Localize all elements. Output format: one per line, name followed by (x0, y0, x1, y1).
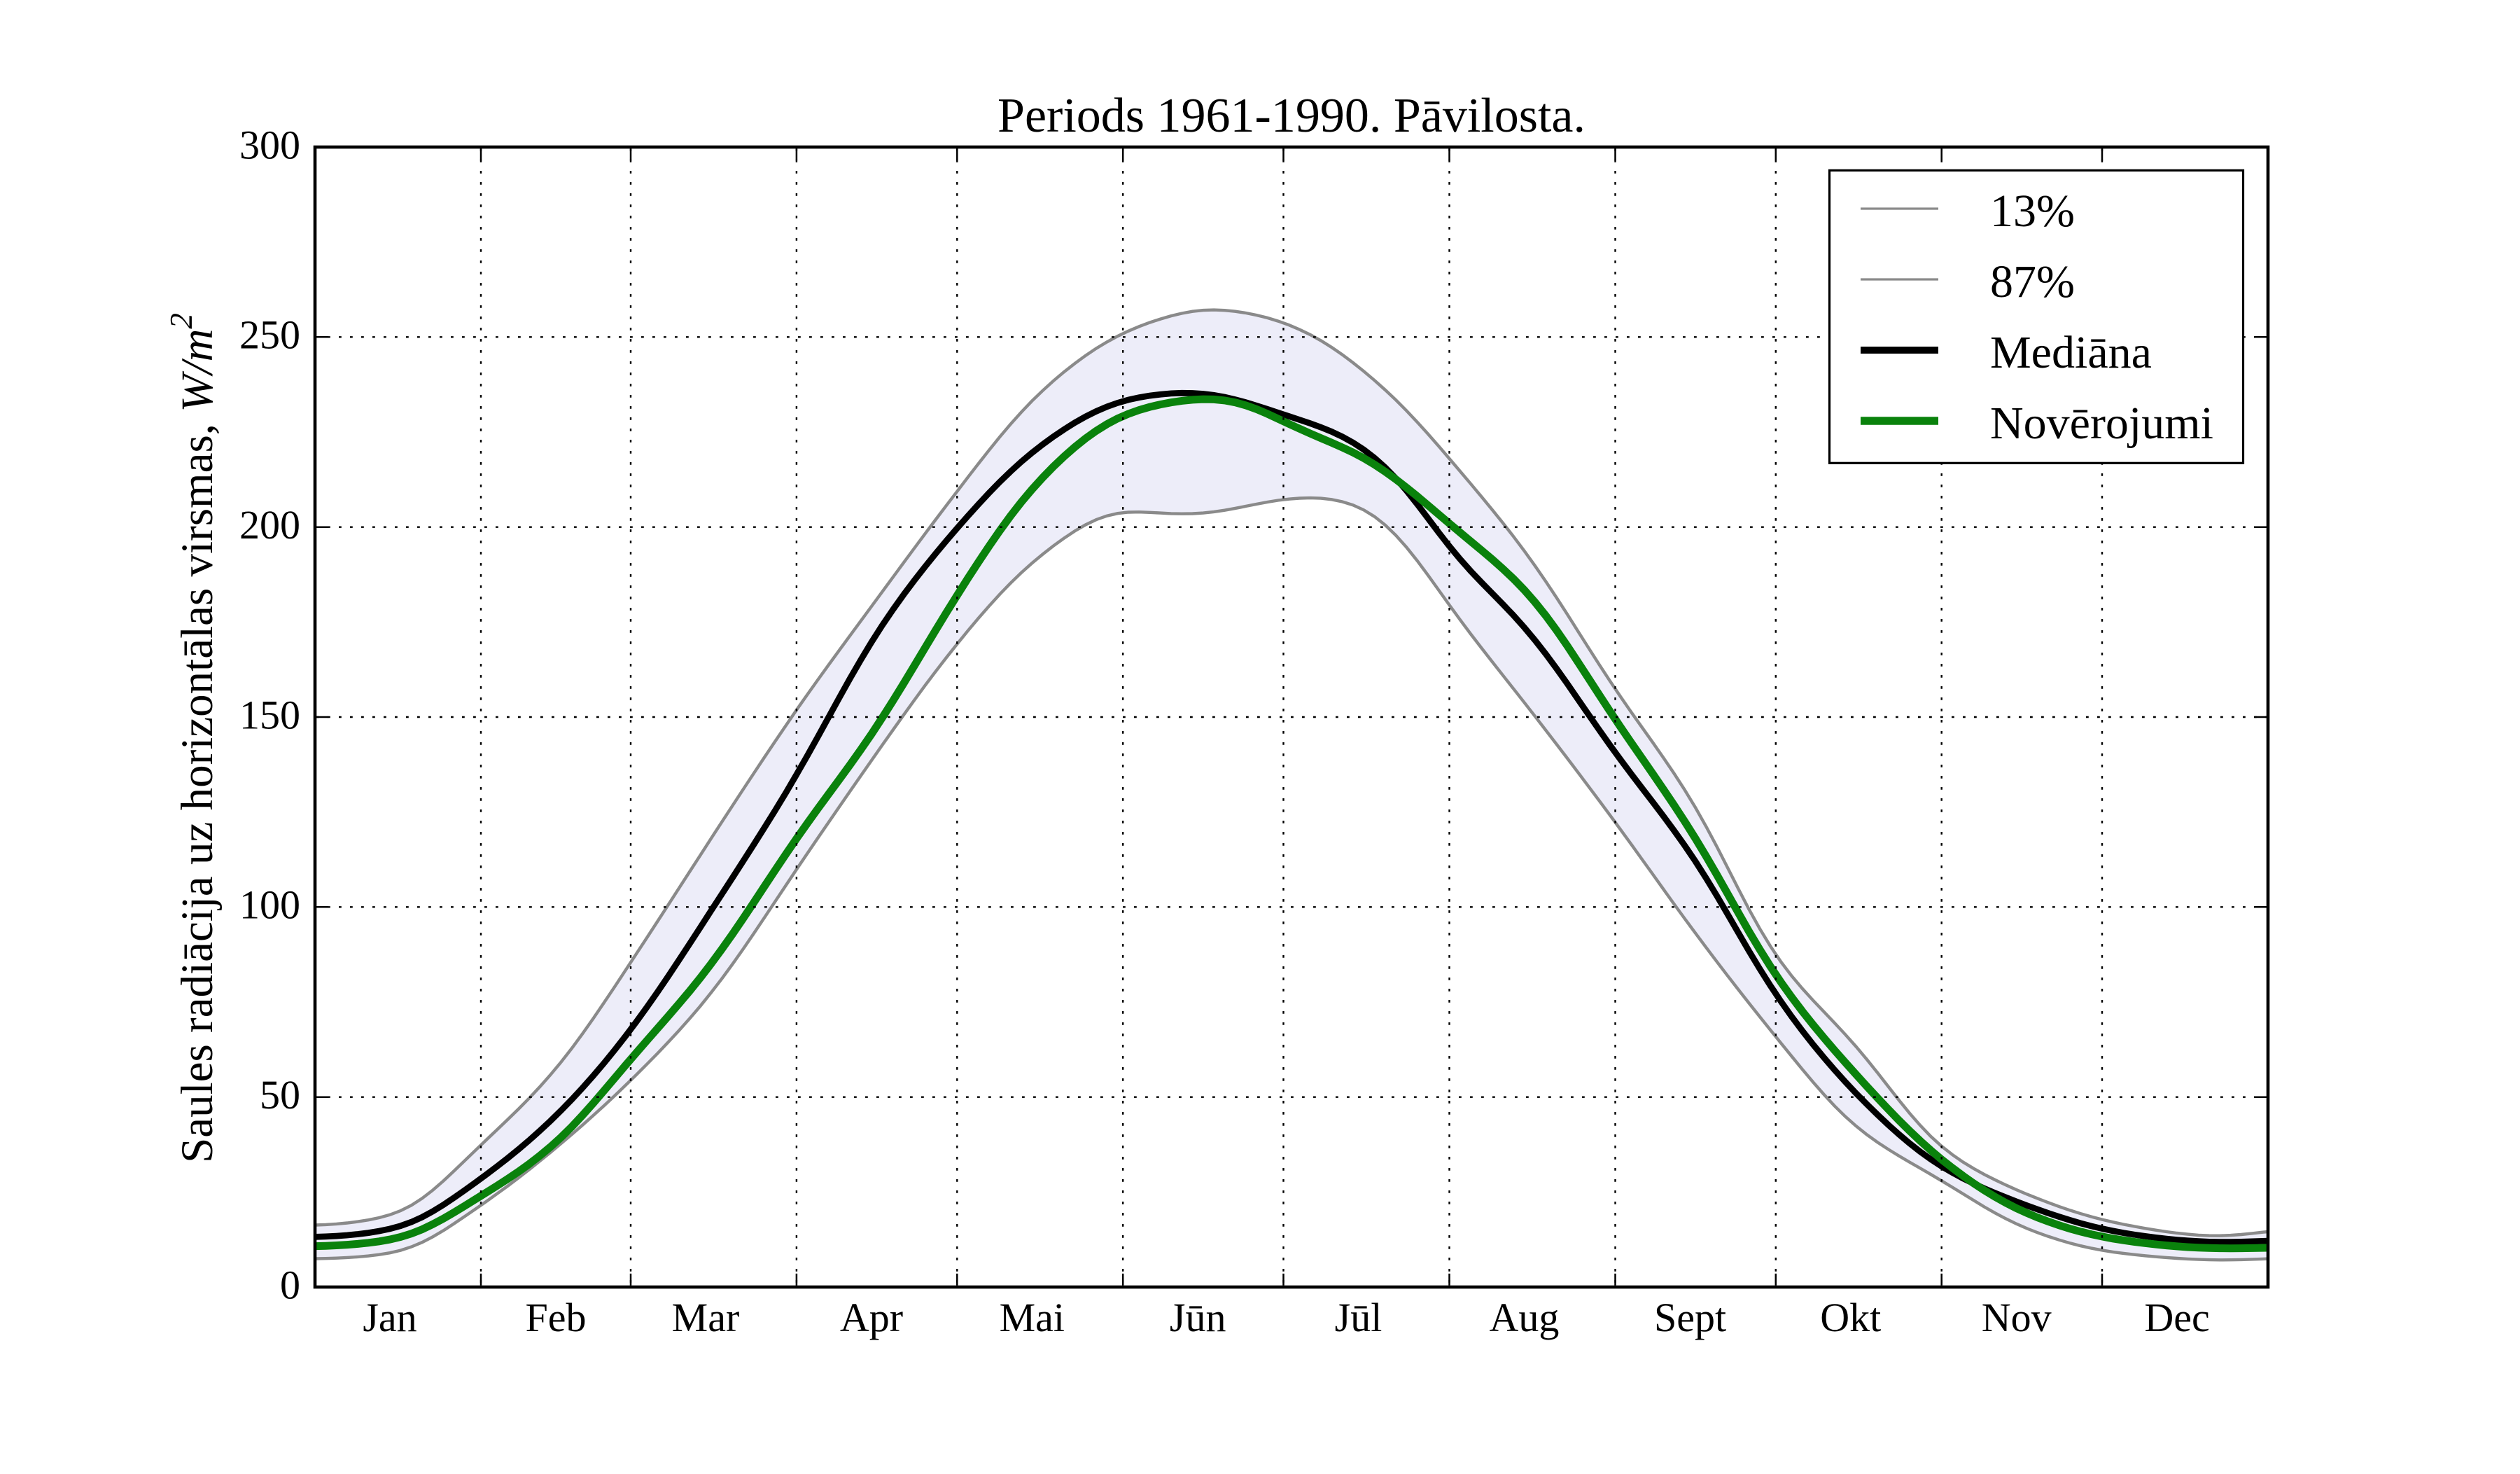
svg-text:Mar: Mar (672, 1295, 740, 1340)
svg-text:13%: 13% (1990, 186, 2075, 237)
svg-text:Apr: Apr (840, 1295, 903, 1340)
svg-text:Jūn: Jūn (1170, 1295, 1226, 1340)
svg-text:Jan: Jan (363, 1295, 416, 1340)
svg-text:100: 100 (239, 882, 300, 928)
svg-text:Mai: Mai (1000, 1295, 1065, 1340)
svg-text:Dec: Dec (2144, 1295, 2209, 1340)
svg-text:Feb: Feb (526, 1295, 587, 1340)
svg-text:87%: 87% (1990, 256, 2075, 307)
svg-text:50: 50 (260, 1072, 300, 1118)
svg-text:250: 250 (239, 312, 300, 358)
svg-text:Aug: Aug (1490, 1295, 1560, 1340)
svg-text:Sept: Sept (1654, 1295, 1726, 1340)
svg-text:Saules radiācija uz horizontāl: Saules radiācija uz horizontālas virsmas… (164, 313, 223, 1163)
svg-text:Mediāna: Mediāna (1990, 327, 2152, 378)
svg-text:Nov: Nov (1982, 1295, 2052, 1340)
svg-text:Okt: Okt (1820, 1295, 1881, 1340)
svg-text:300: 300 (239, 122, 300, 167)
svg-text:150: 150 (239, 692, 300, 737)
svg-text:Periods 1961-1990. Pāvilosta.: Periods 1961-1990. Pāvilosta. (997, 89, 1586, 143)
svg-text:Jūl: Jūl (1335, 1295, 1382, 1340)
svg-text:Novērojumi: Novērojumi (1990, 398, 2213, 449)
svg-text:200: 200 (239, 502, 300, 548)
svg-text:0: 0 (280, 1262, 300, 1307)
